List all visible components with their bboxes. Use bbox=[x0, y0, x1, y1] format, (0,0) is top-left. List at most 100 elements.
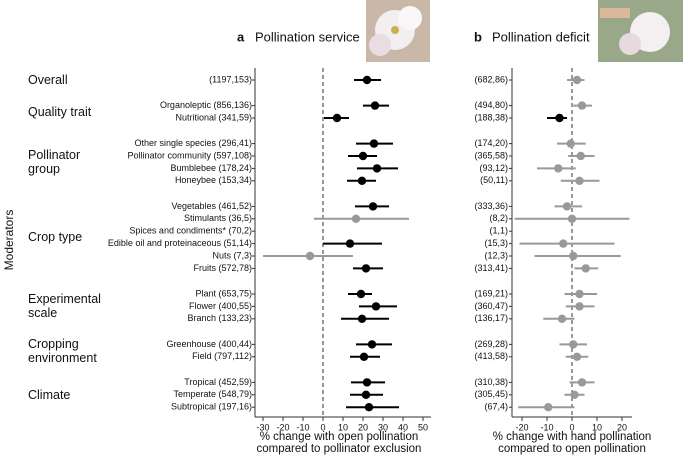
point-estimate bbox=[361, 264, 371, 273]
group-box: Cropping environment bbox=[28, 336, 97, 365]
group-label: Overall bbox=[28, 73, 68, 87]
row-label: (682,86) bbox=[474, 74, 508, 84]
point-estimate bbox=[576, 151, 585, 161]
point-estimate bbox=[555, 113, 564, 123]
row-label: Plant (653,75) bbox=[195, 288, 252, 298]
point-estimate bbox=[575, 302, 584, 311]
group-box: Experimental scale bbox=[28, 292, 101, 321]
row-label: Stimulants (36,5) bbox=[184, 213, 252, 223]
row-label: Subtropical (197,16) bbox=[171, 402, 252, 412]
point-estimate bbox=[332, 113, 342, 123]
point-estimate bbox=[359, 352, 369, 361]
x-tick-label: -20 bbox=[515, 422, 528, 432]
point-estimate bbox=[567, 214, 577, 223]
row-label: (188,38) bbox=[474, 112, 508, 122]
point-estimate bbox=[570, 390, 579, 399]
point-estimate bbox=[569, 340, 578, 349]
panel-title: Pollination service bbox=[255, 29, 360, 44]
point-estimate bbox=[351, 214, 361, 223]
point-estimate bbox=[369, 139, 379, 148]
panel-title: Pollination deficit bbox=[492, 29, 590, 44]
row-label: (1197,153) bbox=[209, 74, 252, 84]
x-axis-label: % change with open pollination bbox=[260, 431, 419, 443]
point-estimate bbox=[364, 403, 374, 412]
x-axis-label: compared to open pollination bbox=[498, 443, 646, 455]
x-tick-label: -20 bbox=[276, 422, 289, 432]
group-label: Climate bbox=[28, 387, 71, 402]
row-label: Nutritional (341,59) bbox=[175, 112, 252, 122]
point-estimate bbox=[554, 164, 563, 173]
x-tick-label: -10 bbox=[540, 422, 553, 432]
row-label: (67,4) bbox=[484, 402, 508, 412]
y-axis-label: Moderators bbox=[2, 210, 16, 271]
row-label: (1,1) bbox=[489, 226, 508, 236]
panel-letter: a bbox=[237, 29, 245, 44]
row-label: Greenhouse (400,44) bbox=[166, 339, 252, 349]
row-label: Tropical (452,59) bbox=[184, 377, 252, 387]
point-estimate bbox=[572, 75, 582, 85]
group-label: Pollinator group bbox=[28, 148, 81, 177]
point-estimate bbox=[361, 390, 371, 399]
point-estimate bbox=[370, 101, 380, 110]
group-label: Cropping environment bbox=[28, 336, 97, 365]
row-label: (333,36) bbox=[474, 201, 508, 211]
row-label: (12,3) bbox=[484, 250, 508, 260]
row-label: (413,58) bbox=[474, 351, 508, 361]
row-label: Branch (133,23) bbox=[187, 313, 252, 323]
group-box: Quality trait bbox=[28, 104, 92, 119]
point-estimate bbox=[367, 340, 377, 349]
group-box: Climate bbox=[28, 387, 71, 402]
point-estimate bbox=[559, 239, 568, 248]
point-estimate bbox=[577, 101, 587, 110]
group-box: Overall bbox=[28, 73, 68, 87]
row-label: Fruits (572,78) bbox=[193, 263, 252, 273]
x-tick-label: 20 bbox=[358, 422, 368, 432]
group-label: Quality trait bbox=[28, 104, 92, 119]
x-tick-label: 30 bbox=[378, 422, 388, 432]
group-label: Crop type bbox=[28, 230, 83, 245]
x-axis-label: % change with hand pollination bbox=[493, 431, 652, 443]
row-label: (360,47) bbox=[474, 301, 508, 311]
row-label: (305,45) bbox=[474, 389, 508, 399]
x-tick-label: -10 bbox=[296, 422, 309, 432]
row-label: Organoleptic (856,136) bbox=[160, 100, 252, 110]
row-label: (136,17) bbox=[474, 313, 508, 323]
row-label: Temperate (548,79) bbox=[173, 389, 252, 399]
point-estimate bbox=[577, 378, 587, 387]
point-estimate bbox=[371, 302, 381, 311]
x-tick-label: -30 bbox=[256, 422, 269, 432]
row-label: Pollinator community (597,108) bbox=[127, 150, 252, 160]
row-label: (93,12) bbox=[479, 163, 508, 173]
panel-letter: b bbox=[474, 29, 482, 44]
row-label: Bumblebee (178,24) bbox=[170, 163, 252, 173]
x-tick-label: 10 bbox=[338, 422, 348, 432]
x-tick-label: 10 bbox=[592, 422, 602, 432]
point-estimate bbox=[345, 239, 355, 248]
row-label: (169,21) bbox=[474, 288, 508, 298]
row-label: (15,3) bbox=[484, 238, 508, 248]
point-estimate bbox=[356, 289, 366, 299]
row-label: Flower (400,55) bbox=[189, 301, 252, 311]
x-tick-label: 0 bbox=[320, 422, 325, 432]
point-estimate bbox=[358, 151, 368, 161]
point-estimate bbox=[566, 139, 575, 148]
row-label: (174,20) bbox=[474, 138, 508, 148]
row-label: Edible oil and proteinaceous (51,14) bbox=[108, 238, 252, 248]
row-label: (494,80) bbox=[474, 100, 508, 110]
point-estimate bbox=[572, 352, 582, 361]
x-tick-label: 20 bbox=[617, 422, 627, 432]
x-tick-label: 40 bbox=[398, 422, 408, 432]
row-label: (269,28) bbox=[474, 339, 508, 349]
group-label: Experimental scale bbox=[28, 292, 101, 321]
row-label: Vegetables (461,52) bbox=[171, 201, 252, 211]
x-axis-label: compared to pollinator exclusion bbox=[257, 443, 422, 455]
row-label: (8,2) bbox=[489, 213, 508, 223]
point-estimate bbox=[569, 251, 578, 261]
point-estimate bbox=[372, 164, 382, 173]
row-label: Spices and condiments* (70,2) bbox=[129, 226, 252, 236]
group-box: Crop type bbox=[28, 230, 83, 245]
photo-b bbox=[598, 0, 683, 62]
point-estimate bbox=[581, 264, 590, 273]
